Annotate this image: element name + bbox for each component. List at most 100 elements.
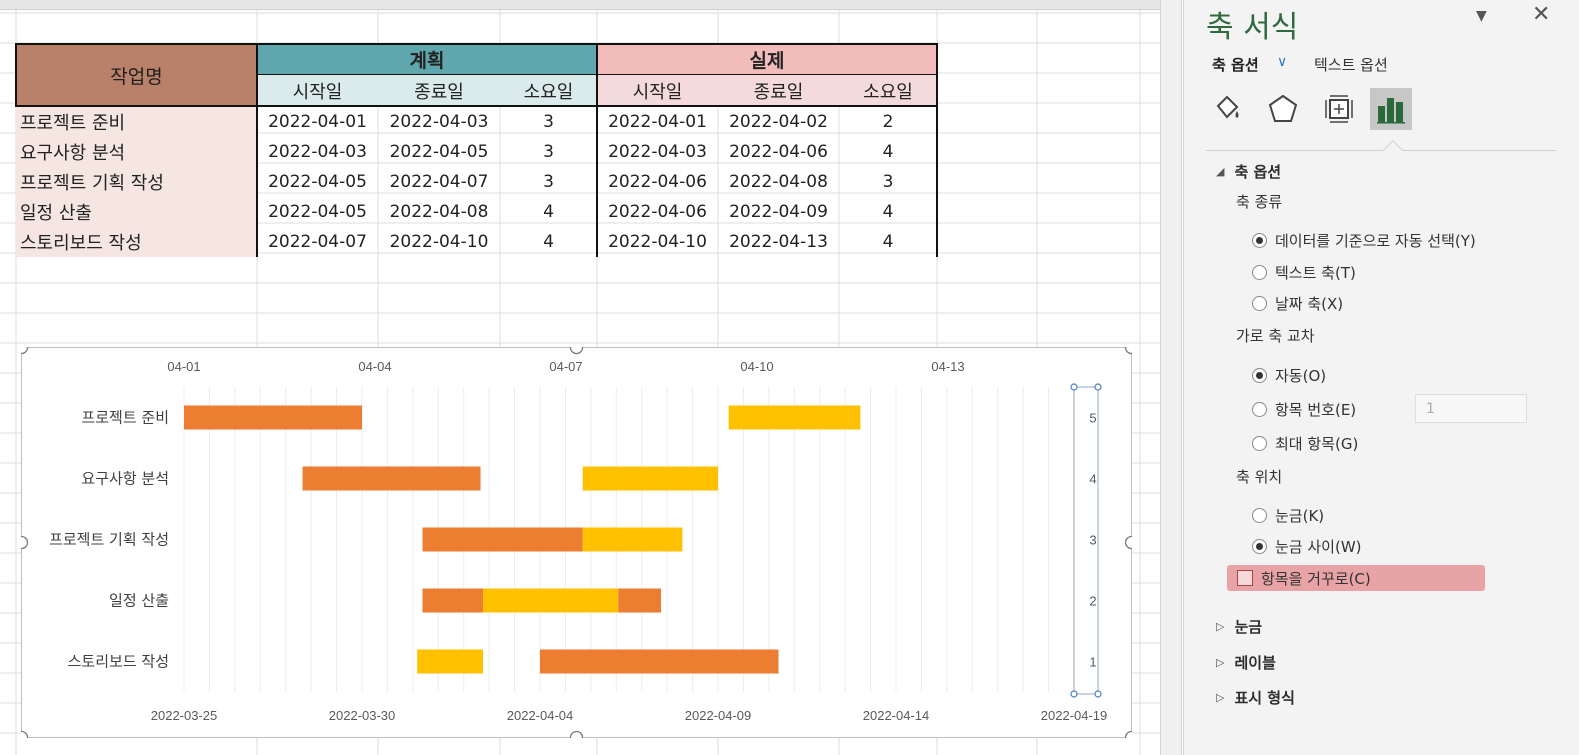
pane-options-dropdown-icon[interactable]: ▼: [1476, 8, 1487, 24]
table-cell[interactable]: 2022-04-01: [268, 112, 367, 132]
table-cell[interactable]: 2022-04-10: [389, 232, 489, 252]
chart-resize-handle[interactable]: [1124, 535, 1133, 550]
actual-end-header: 종료일: [718, 75, 839, 106]
chart-resize-handle[interactable]: [1124, 347, 1133, 355]
task-name-cell[interactable]: 요구사항 분석: [16, 137, 257, 167]
chart-resize-handle[interactable]: [1124, 730, 1133, 739]
gantt-bar: [728, 405, 861, 430]
section-labels[interactable]: ▷ 레이블: [1216, 652, 1276, 673]
right-axis-tick-label: 5: [1089, 411, 1096, 426]
table-cell[interactable]: 4: [882, 142, 894, 162]
top-axis-tick-label: 04-10: [740, 359, 773, 374]
category-label: 스토리보드 작성: [68, 653, 169, 671]
radio-cross-auto[interactable]: 자동(O): [1252, 364, 1326, 386]
radio-cross-max-category[interactable]: 최대 항목(G): [1252, 432, 1358, 454]
gantt-chart[interactable]: 04-01 04-04 04-07 04-10 04-13 2022-03-25 2022-…: [21, 347, 1132, 738]
table-cell[interactable]: 3: [882, 172, 894, 192]
chevron-down-icon[interactable]: ∨: [1277, 54, 1288, 70]
table-cell[interactable]: 2022-04-08: [389, 202, 489, 222]
table-cell[interactable]: 2022-04-06: [729, 142, 828, 162]
category-number-input[interactable]: 1: [1415, 394, 1527, 423]
radio-label: 날짜 축(X): [1275, 294, 1344, 313]
gantt-bar: [582, 466, 718, 491]
table-cell[interactable]: 2022-04-07: [389, 172, 489, 192]
radio-icon: [1252, 435, 1267, 451]
size-properties-icon[interactable]: [1318, 88, 1360, 130]
chart-resize-handle[interactable]: [21, 535, 29, 550]
gantt-bar: [540, 649, 779, 674]
axis-options-icon[interactable]: [1370, 88, 1412, 130]
table-cell[interactable]: 2022-04-03: [268, 142, 367, 162]
radio-label: 눈금 사이(W): [1275, 537, 1362, 556]
chart-resize-handle[interactable]: [21, 730, 29, 739]
effects-icon[interactable]: [1262, 88, 1304, 130]
plan-header: 계획: [257, 44, 597, 75]
close-icon[interactable]: ✕: [1532, 2, 1551, 27]
tab-text-options[interactable]: 텍스트 옵션: [1314, 56, 1388, 74]
table-border: [936, 43, 938, 257]
table-cell[interactable]: 4: [543, 232, 554, 252]
tab-axis-options[interactable]: 축 옵션: [1212, 56, 1259, 74]
task-name-cell[interactable]: 프로젝트 준비: [16, 107, 257, 137]
fill-line-icon[interactable]: [1206, 88, 1248, 130]
triangle-collapsed-icon: ▷: [1216, 656, 1225, 669]
section-label: 눈금: [1234, 618, 1263, 636]
category-label: 일정 산출: [109, 592, 169, 610]
table-cell[interactable]: 2022-04-03: [389, 112, 489, 132]
table-cell[interactable]: 3: [543, 172, 554, 192]
vertical-scroll-strip[interactable]: [1160, 0, 1182, 755]
table-cell[interactable]: 2022-04-02: [729, 112, 828, 132]
table-cell[interactable]: 2022-04-01: [608, 112, 707, 132]
table-cell[interactable]: 2022-04-03: [608, 142, 707, 162]
table-cell[interactable]: 2: [882, 112, 894, 132]
table-cell[interactable]: 2022-04-05: [389, 142, 489, 162]
table-cell[interactable]: 2022-04-07: [268, 232, 367, 252]
section-tick-marks[interactable]: ▷ 눈금: [1216, 616, 1262, 637]
actual-duration-header: 소요일: [839, 75, 937, 106]
table-cell[interactable]: 2022-04-13: [729, 232, 828, 252]
table-cell[interactable]: 2022-04-06: [608, 202, 707, 222]
table-cell[interactable]: 2022-04-10: [608, 232, 707, 252]
radio-on-tick-marks[interactable]: 눈금(K): [1252, 504, 1324, 526]
chart-resize-handle[interactable]: [569, 347, 584, 355]
plan-duration-header: 소요일: [500, 75, 597, 106]
bottom-axis-tick-label: 2022-04-09: [685, 708, 752, 723]
radio-text-axis[interactable]: 텍스트 축(T): [1252, 261, 1356, 283]
section-axis-options[interactable]: ◢ 축 옵션: [1216, 161, 1281, 182]
task-name-cell[interactable]: 프로젝트 기획 작성: [16, 167, 257, 197]
chart-resize-handle[interactable]: [569, 730, 584, 739]
bottom-axis-tick-label: 2022-03-30: [329, 708, 396, 723]
table-border: [256, 43, 258, 257]
table-cell[interactable]: 4: [543, 202, 554, 222]
radio-icon: [1252, 401, 1267, 417]
radio-between-tick-marks[interactable]: 눈금 사이(W): [1252, 535, 1362, 557]
triangle-collapsed-icon: ▷: [1216, 691, 1225, 704]
task-name-cell[interactable]: 스토리보드 작성: [16, 227, 257, 257]
radio-date-axis[interactable]: 날짜 축(X): [1252, 292, 1343, 314]
table-cell[interactable]: 2022-04-08: [729, 172, 828, 192]
radio-label: 텍스트 축(T): [1275, 263, 1356, 282]
categories-reverse-checkbox[interactable]: 항목을 거꾸로(C): [1227, 565, 1485, 591]
spreadsheet-area[interactable]: 작업명 계획 실제 시작일 종료일 소요일 시작일 종료일 소요일 프로젝트 준…: [0, 0, 1160, 755]
bottom-axis-tick-label: 2022-04-04: [507, 708, 574, 723]
axis-selection-handle: [1094, 690, 1102, 698]
table-cell[interactable]: 2022-04-05: [268, 202, 367, 222]
radio-icon: [1252, 232, 1267, 248]
plan-end-header: 종료일: [378, 75, 500, 106]
table-cell[interactable]: 3: [543, 142, 554, 162]
right-axis-tick-label: 4: [1089, 472, 1096, 487]
gantt-bar: [422, 588, 484, 613]
table-cell[interactable]: 3: [543, 112, 554, 132]
chart-resize-handle[interactable]: [21, 347, 29, 355]
table-cell[interactable]: 2022-04-05: [268, 172, 367, 192]
section-number-format[interactable]: ▷ 표시 형식: [1216, 687, 1295, 708]
task-name-cell[interactable]: 일정 산출: [16, 197, 257, 227]
table-cell[interactable]: 2022-04-06: [608, 172, 707, 192]
table-cell[interactable]: 2022-04-09: [729, 202, 828, 222]
axis-selection-handle: [1070, 383, 1078, 391]
table-cell[interactable]: 4: [882, 232, 894, 252]
table-cell[interactable]: 4: [882, 202, 894, 222]
radio-cross-category-number[interactable]: 항목 번호(E): [1252, 398, 1356, 420]
bottom-axis-tick-label: 2022-04-14: [863, 708, 930, 723]
radio-auto-select[interactable]: 데이터를 기준으로 자동 선택(Y): [1252, 229, 1476, 251]
